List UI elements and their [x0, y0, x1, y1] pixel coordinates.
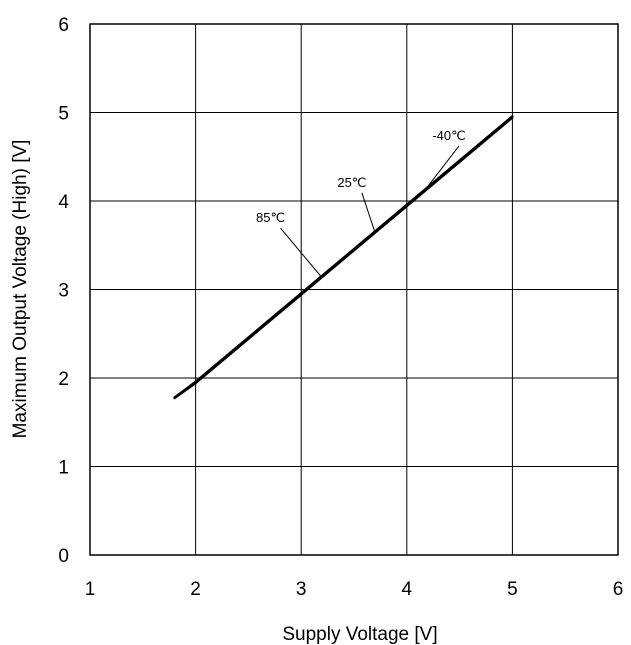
plot-frame — [89, 23, 619, 556]
x-tick-label: 2 — [190, 579, 201, 600]
grid-layer — [89, 23, 619, 556]
annotation-leader — [361, 192, 376, 234]
annotation-layer: -40℃ 25℃ 85℃ — [256, 128, 466, 279]
series-layer — [173, 115, 514, 400]
y-axis-label: Maximum Output Voltage (High) [V] — [10, 140, 31, 439]
x-tick-label: 3 — [296, 579, 307, 600]
x-tick-label: 6 — [613, 579, 624, 600]
x-tick-label: 4 — [402, 579, 413, 600]
y-tick-label: 4 — [58, 192, 69, 213]
y-tick-label: 3 — [58, 281, 69, 302]
y-tick-label: 5 — [58, 104, 69, 125]
x-tick-label: 5 — [507, 579, 518, 600]
y-tick-label: 0 — [58, 546, 69, 567]
x-axis-label: Supply Voltage [V] — [282, 624, 437, 645]
annotation-label: -40℃ — [432, 128, 465, 143]
y-tick-label: 1 — [58, 458, 69, 479]
series-line — [173, 116, 514, 400]
annotation-label: 85℃ — [256, 210, 285, 225]
y-tick-label: 2 — [58, 369, 69, 390]
annotation-label: 25℃ — [337, 175, 366, 190]
annotation-leader — [422, 145, 460, 194]
annotation-leader — [280, 227, 323, 279]
y-tick-label: 6 — [58, 15, 69, 36]
x-tick-label: 1 — [85, 579, 96, 600]
